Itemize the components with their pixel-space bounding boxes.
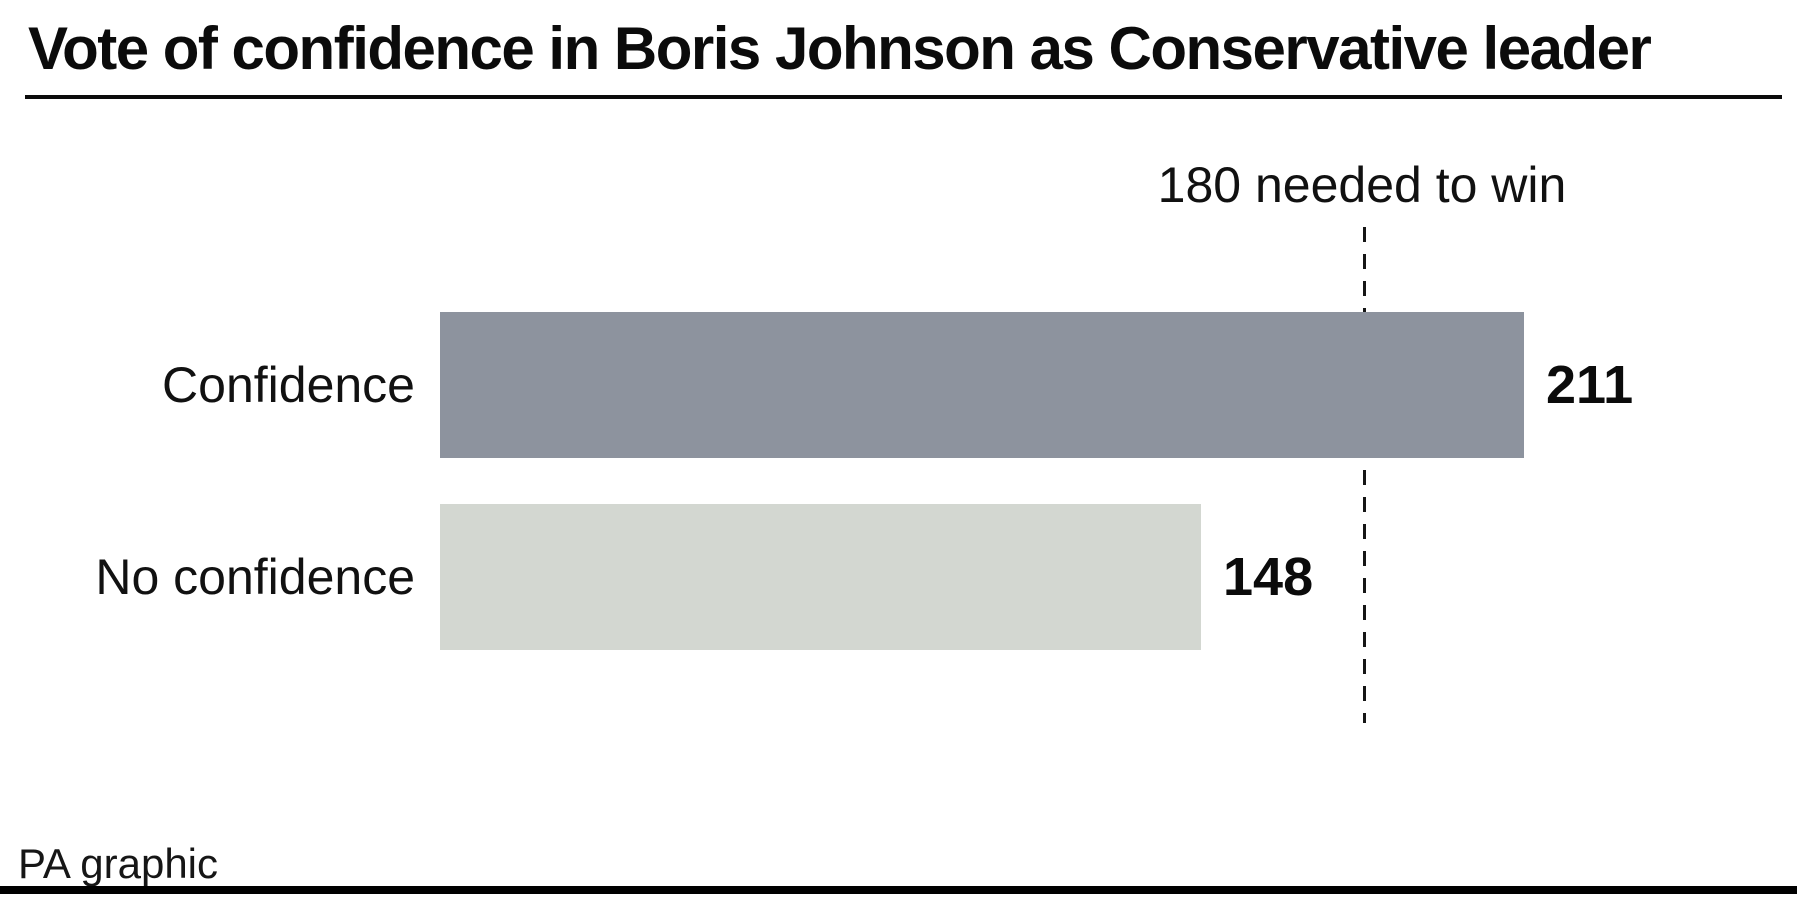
bar-no-confidence: [440, 504, 1201, 650]
title-rule: [25, 95, 1782, 99]
source-credit: PA graphic: [18, 840, 219, 887]
bar-confidence: [440, 312, 1524, 458]
value-label-no-confidence: 148: [1223, 547, 1314, 607]
category-label-confidence: Confidence: [162, 357, 415, 413]
chart-title: Vote of confidence in Boris Johnson as C…: [28, 15, 1652, 82]
threshold-annotation-label: 180 needed to win: [1157, 157, 1567, 213]
category-label-no-confidence: No confidence: [95, 549, 415, 605]
bottom-rule: [0, 886, 1797, 894]
value-label-confidence: 211: [1546, 355, 1634, 415]
threshold-dashed-line: [1363, 227, 1366, 723]
